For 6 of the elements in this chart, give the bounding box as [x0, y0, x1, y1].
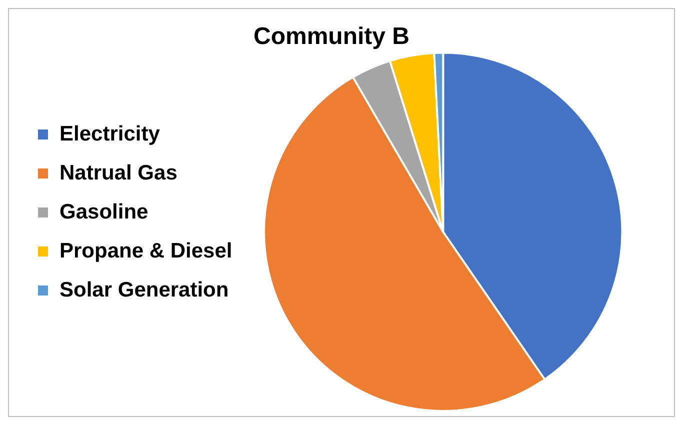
legend-label: Propane & Diesel: [60, 239, 232, 262]
chart-title: Community B: [254, 23, 410, 50]
legend-label: Electricity: [60, 122, 160, 146]
legend-label: Natrual Gas: [60, 161, 178, 184]
legend-label: Solar Generation: [60, 278, 229, 302]
legend-label: Gasoline: [60, 200, 148, 224]
